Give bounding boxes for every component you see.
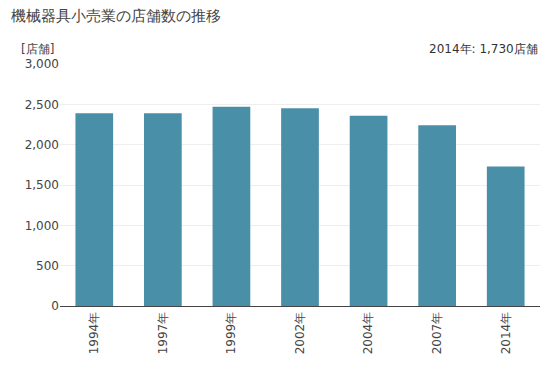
- svg-text:機械器具小売業の店舗数の推移: 機械器具小売業の店舗数の推移: [11, 7, 221, 25]
- svg-text:1999年: 1999年: [224, 312, 238, 355]
- svg-text:1994年: 1994年: [87, 312, 101, 355]
- svg-text:2014年: 1,730店舗: 2014年: 1,730店舗: [429, 42, 538, 56]
- svg-text:2007年: 2007年: [430, 312, 444, 355]
- svg-text:2,500: 2,500: [25, 98, 59, 112]
- svg-text:1997年: 1997年: [156, 312, 170, 355]
- svg-text:2004年: 2004年: [361, 312, 375, 355]
- svg-text:3,000: 3,000: [25, 57, 59, 71]
- svg-text:2002年: 2002年: [293, 312, 307, 355]
- svg-text:1,000: 1,000: [25, 219, 59, 233]
- svg-text:1,500: 1,500: [25, 178, 59, 192]
- svg-text:[店舗]: [店舗]: [21, 42, 54, 56]
- svg-text:500: 500: [36, 259, 59, 273]
- svg-text:0: 0: [51, 299, 59, 313]
- svg-text:2014年: 2014年: [499, 312, 513, 355]
- svg-text:2,000: 2,000: [25, 138, 59, 152]
